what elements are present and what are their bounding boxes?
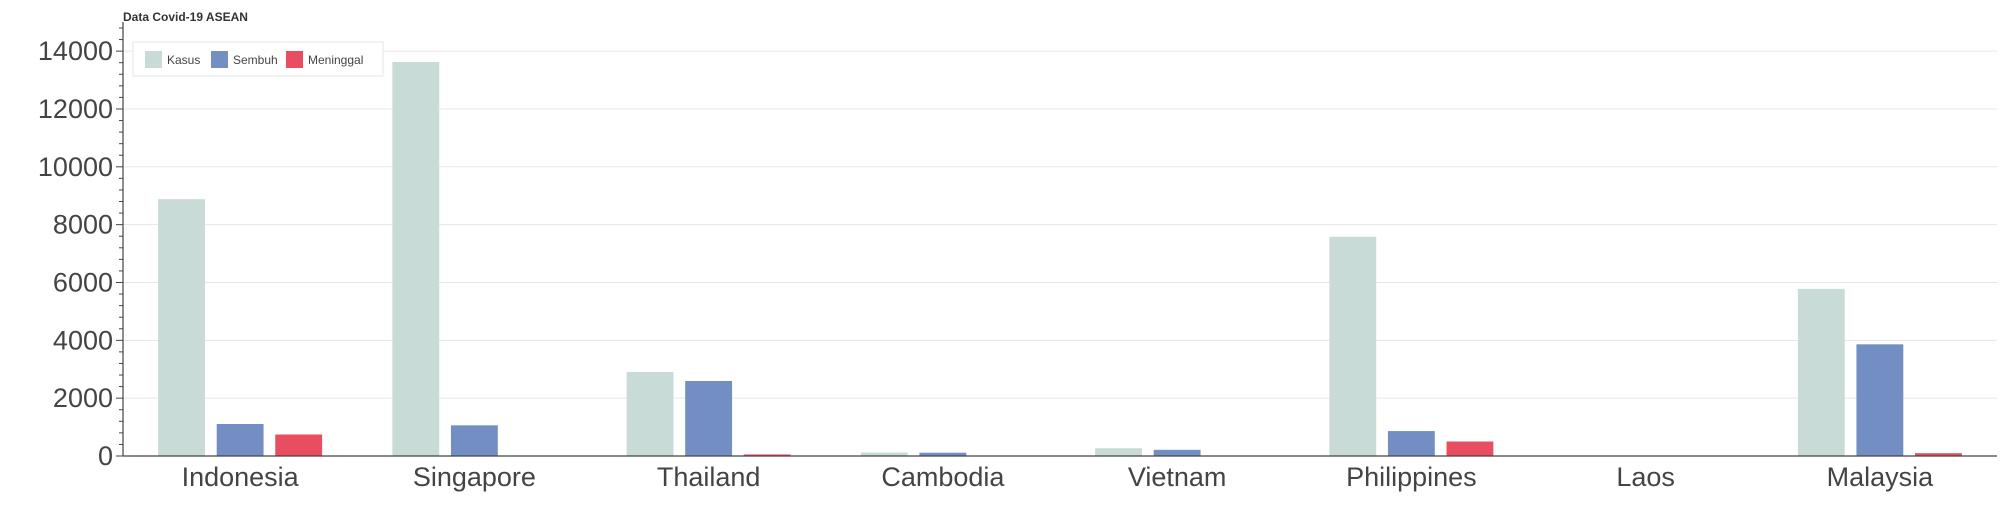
bar-sembuh-malaysia [1856,344,1903,456]
legend-swatch-kasus [145,51,162,68]
x-tick-label: Singapore [413,462,536,492]
y-tick-label: 8000 [53,210,113,240]
bar-meninggal-indonesia [275,435,322,456]
y-tick-label: 10000 [38,152,113,182]
legend-swatch-sembuh [211,51,228,68]
x-tick-label: Thailand [657,462,761,492]
bar-sembuh-thailand [685,381,732,456]
x-tick-label: Malaysia [1827,462,1935,492]
y-tick-labels: 0 2000 4000 6000 8000 10000 12000 14000 [38,36,113,471]
legend-label-kasus: Kasus [167,53,200,67]
bar-kasus-thailand [627,372,674,456]
x-tick-label: Cambodia [881,462,1005,492]
x-tick-labels: Indonesia Singapore Thailand Cambodia Vietna… [182,462,1935,492]
chart-title: Data Covid-19 ASEAN [123,10,248,24]
legend-label-sembuh: Sembuh [233,53,278,67]
legend-label-meninggal: Meninggal [308,53,363,67]
bar-sembuh-philippines [1388,431,1435,456]
bar-meninggal-philippines [1447,442,1494,456]
y-tick-label: 4000 [53,325,113,355]
x-tick-label: Vietnam [1128,462,1227,492]
bar-kasus-singapore [392,62,439,456]
y-tick-label: 2000 [53,383,113,413]
legend: Kasus Sembuh Meninggal [133,42,383,76]
legend-swatch-meninggal [286,51,303,68]
y-tick-label: 6000 [53,267,113,297]
bar-kasus-indonesia [158,199,205,456]
y-tick-label: 14000 [38,36,113,66]
x-tick-label: Indonesia [182,462,300,492]
bars [158,62,1962,456]
bar-sembuh-vietnam [1154,450,1201,456]
bar-sembuh-singapore [451,425,498,456]
y-tick-label: 0 [98,441,113,471]
bar-kasus-malaysia [1798,289,1845,456]
bar-kasus-vietnam [1095,448,1142,456]
y-tick-label: 12000 [38,94,113,124]
bar-sembuh-indonesia [217,424,264,456]
bar-kasus-philippines [1329,237,1376,456]
x-tick-label: Philippines [1346,462,1477,492]
x-tick-label: Laos [1616,462,1675,492]
